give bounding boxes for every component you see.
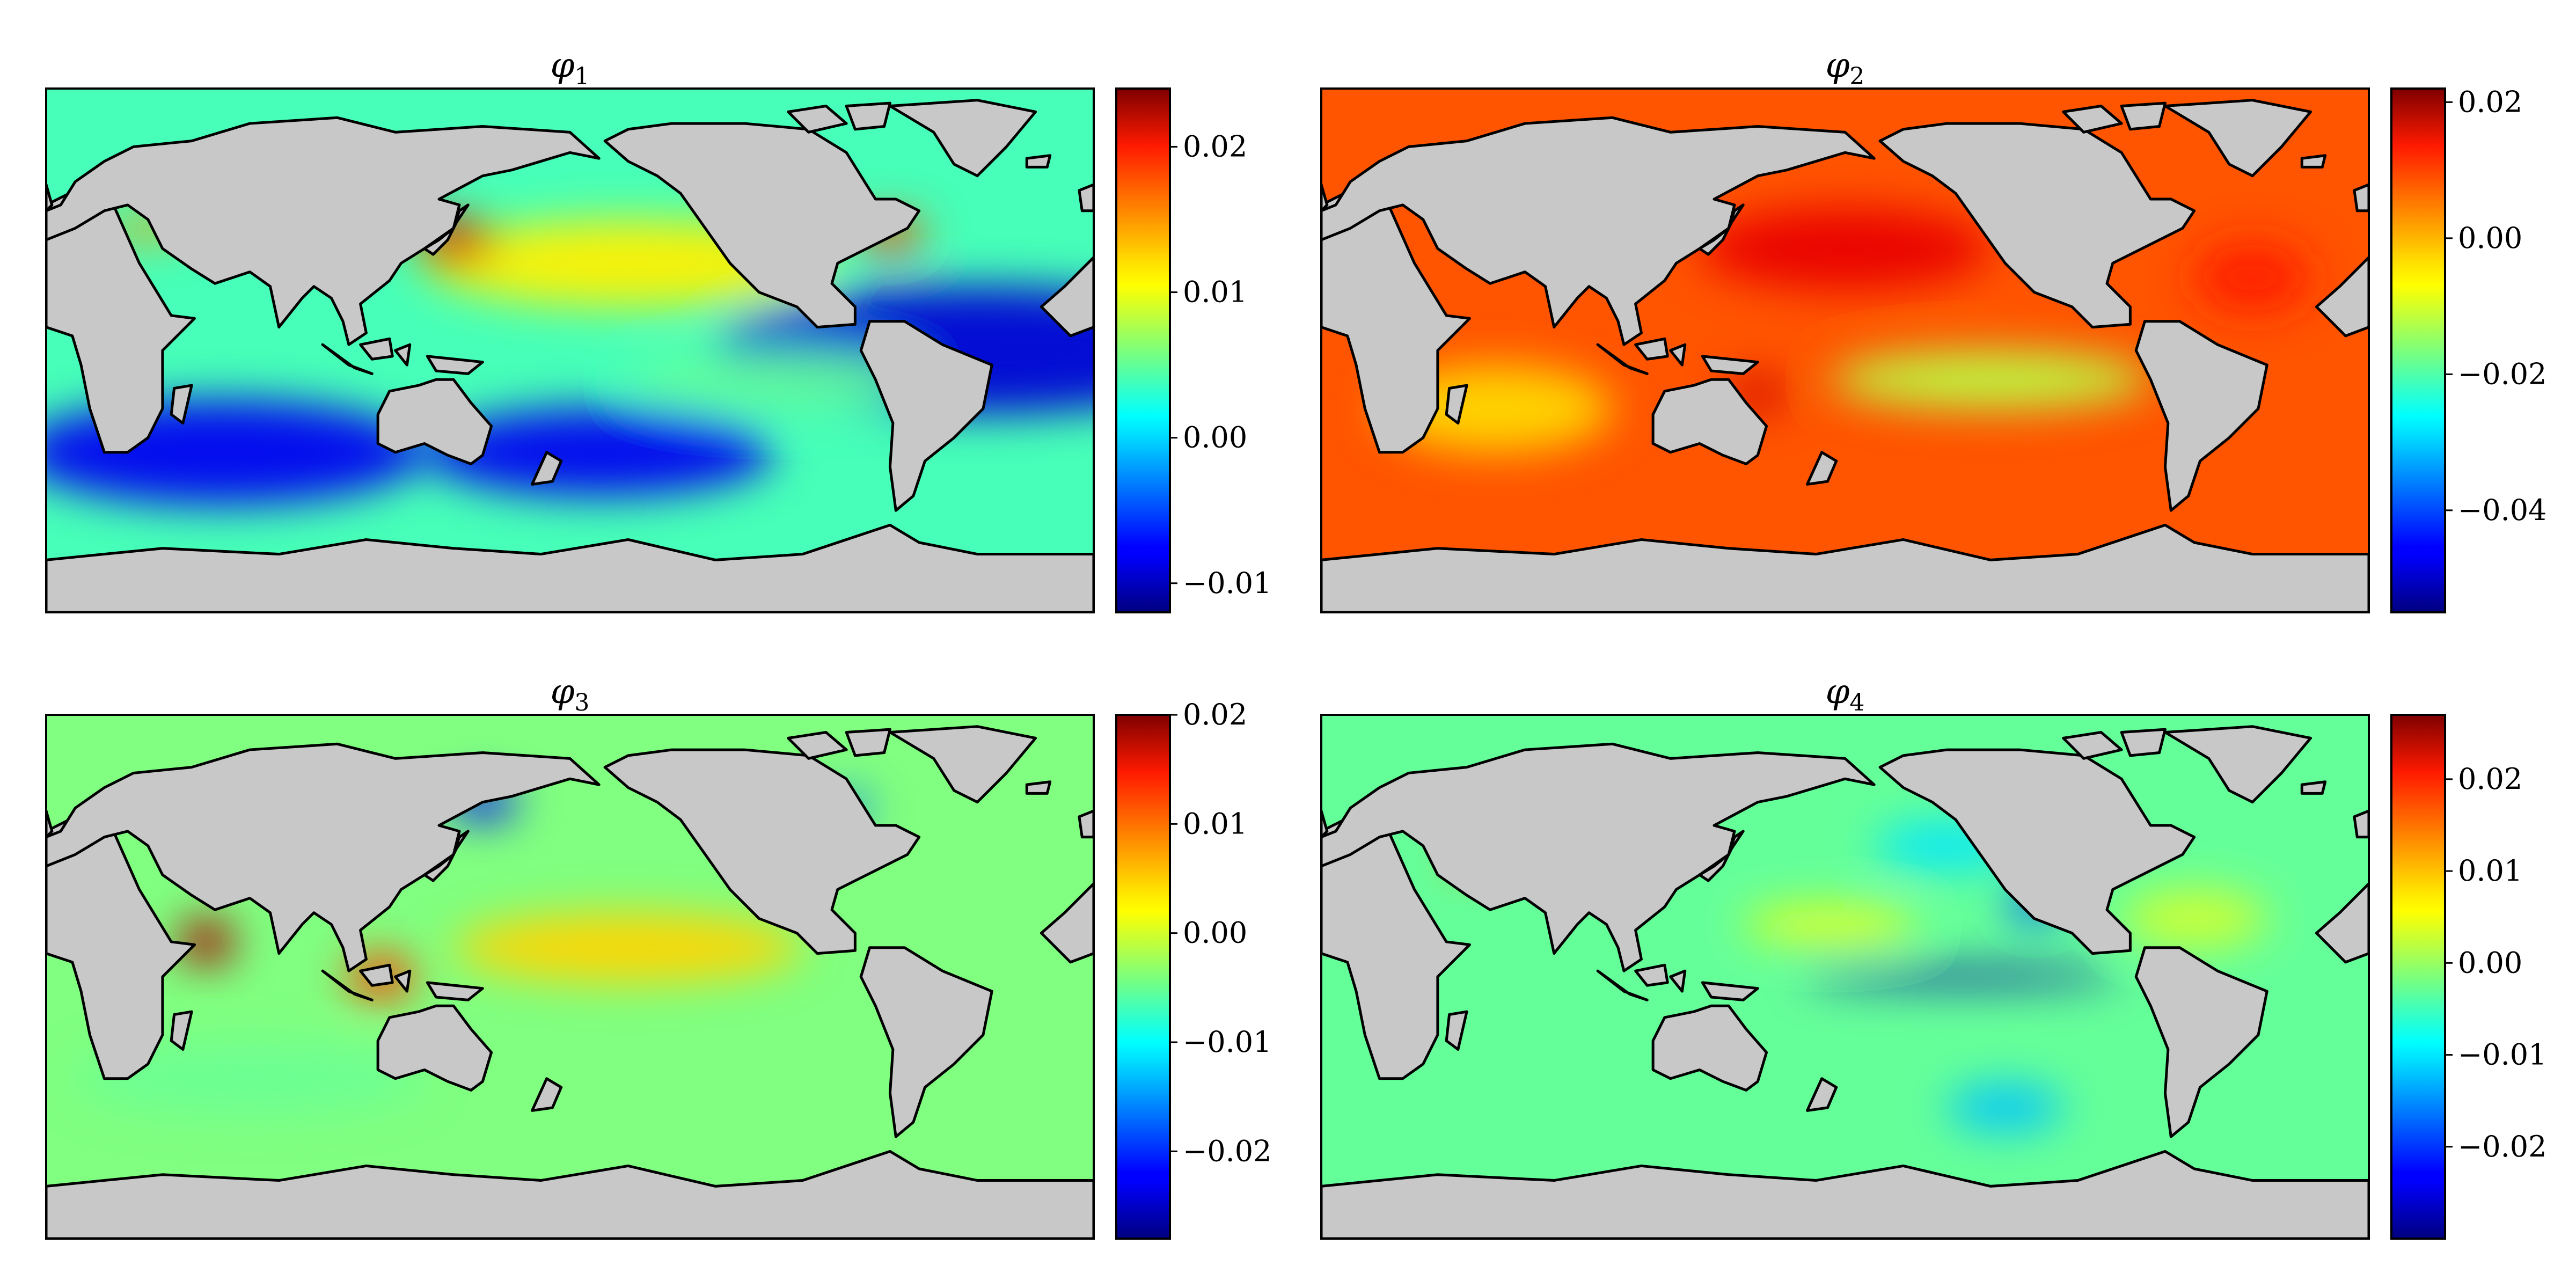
panel-title-phi3: φ3 xyxy=(551,672,590,716)
colorbar-phi1: −0.01 0.00 0.01 0.02 xyxy=(1115,87,1271,613)
field-anomaly-phi4-6 xyxy=(2121,889,2267,948)
field-anomaly-phi4-4 xyxy=(1743,906,1918,942)
field-anomaly-phi3-0 xyxy=(177,918,236,965)
colorbar-tick-label-phi2-2: 0.00 xyxy=(2458,221,2522,255)
field-anomaly-phi1-2 xyxy=(424,408,774,496)
colorbar-frame-phi1 xyxy=(1115,87,1171,613)
colorbar-frame-phi4 xyxy=(2390,714,2446,1240)
map-phi3 xyxy=(46,715,1094,1239)
field-anomaly-phi4-0 xyxy=(1801,968,2122,986)
colorbar-tick-label-phi1-1: 0.00 xyxy=(1183,421,1247,455)
colorbar-tick-label-phi1-3: 0.02 xyxy=(1183,129,1247,163)
colorbar-tick-label-phi4-1: −0.01 xyxy=(2458,1038,2546,1072)
map-frame-phi2 xyxy=(1320,87,2370,613)
panel-phi4: φ4 −0.02 −0.01 0.00 0.01 0.02 xyxy=(1320,672,2546,1240)
colorbar-gradient-phi4 xyxy=(2391,715,2445,1239)
colorbar-tick-label-phi3-2: 0.00 xyxy=(1183,916,1247,950)
colorbar-tick-label-phi4-2: 0.00 xyxy=(2458,946,2522,979)
field-anomaly-phi3-4 xyxy=(453,912,803,983)
colorbar-gradient-phi3 xyxy=(1116,715,1170,1239)
colorbar-tick-label-phi2-1: −0.02 xyxy=(2458,357,2546,391)
colorbar-frame-phi2 xyxy=(2390,87,2446,613)
field-anomaly-phi3-5 xyxy=(75,1043,425,1114)
field-anomaly-phi2-1 xyxy=(1830,350,2151,409)
colorbar-phi2: −0.04 −0.02 0.00 0.02 xyxy=(2390,85,2546,613)
colorbar-tick-label-phi4-4: 0.02 xyxy=(2458,762,2522,796)
field-anomaly-phi4-3 xyxy=(1946,1084,2063,1131)
panel-phi1: φ1 −0.01 0.00 0.01 0.02 xyxy=(45,46,1271,613)
colorbar-gradient-phi2 xyxy=(2391,89,2445,612)
colorbar-phi4: −0.02 −0.01 0.00 0.01 0.02 xyxy=(2390,714,2546,1240)
map-phi1 xyxy=(46,89,1094,612)
colorbar-tick-label-phi3-3: 0.01 xyxy=(1183,807,1247,840)
colorbar-frame-phi3 xyxy=(1115,714,1171,1240)
colorbar-phi3: −0.02 −0.01 0.00 0.01 0.02 xyxy=(1115,698,1271,1240)
field-anomaly-phi2-0 xyxy=(1699,208,1991,290)
map-frame-phi3 xyxy=(45,714,1095,1240)
colorbar-tick-label-phi4-0: −0.02 xyxy=(2458,1130,2546,1163)
field-anomaly-phi2-3 xyxy=(2194,243,2311,313)
panel-phi3: φ3 −0.02 −0.01 0.00 0.01 0.02 xyxy=(45,672,1271,1240)
colorbar-tick-label-phi3-0: −0.02 xyxy=(1183,1134,1271,1168)
map-phi2 xyxy=(1321,89,2369,612)
colorbar-gradient-phi1 xyxy=(1116,89,1170,612)
field-anomaly-phi1-7 xyxy=(628,350,919,409)
colorbar-tick-label-phi3-4: 0.02 xyxy=(1183,698,1247,731)
panel-title-phi1: φ1 xyxy=(551,46,590,90)
colorbar-tick-label-phi2-0: −0.04 xyxy=(2458,493,2546,527)
colorbar-tick-label-phi1-0: −0.01 xyxy=(1183,566,1271,600)
panel-title-phi2: φ2 xyxy=(1826,46,1865,90)
map-frame-phi1 xyxy=(45,87,1095,613)
colorbar-tick-label-phi4-3: 0.01 xyxy=(2458,854,2522,888)
panel-phi2: φ2 −0.04 −0.02 0.00 0.02 xyxy=(1320,46,2546,613)
map-frame-phi4 xyxy=(1320,714,2370,1240)
colorbar-tick-label-phi1-2: 0.01 xyxy=(1183,275,1247,309)
panel-title-phi4: φ4 xyxy=(1826,672,1865,716)
map-phi4 xyxy=(1321,715,2369,1239)
field-anomaly-phi1-1 xyxy=(46,400,425,505)
colorbar-tick-label-phi2-3: 0.02 xyxy=(2458,85,2522,119)
colorbar-tick-label-phi3-1: −0.01 xyxy=(1183,1025,1271,1059)
